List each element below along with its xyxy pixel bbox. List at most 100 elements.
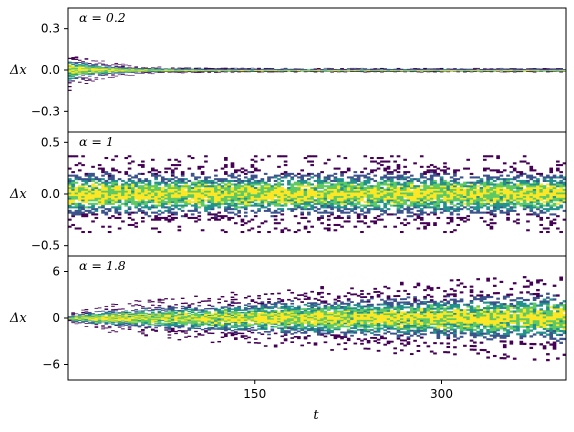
hist-cell [383,68,388,69]
hist-cell [356,216,361,219]
hist-cell [184,215,188,218]
hist-cell [74,73,79,76]
hist-cell [224,183,228,186]
hist-cell [94,67,99,69]
hist-cell [81,68,85,70]
hist-cell [227,185,231,188]
hist-cell [257,68,261,70]
hist-cell [320,192,324,195]
hist-cell [74,71,79,73]
hist-cell [277,181,281,184]
hist-cell [287,179,291,182]
hist-cell [300,188,305,191]
hist-cell [323,199,328,202]
hist-cell [542,68,547,69]
hist-cell [94,66,99,68]
hist-cell [214,216,218,219]
hist-cell [190,204,195,207]
hist-cell [84,197,89,200]
hist-cell [247,188,251,191]
hist-cell [383,225,388,228]
hist-cell [396,199,401,202]
hist-cell [114,211,119,214]
hist-cell [363,69,368,70]
hist-cell [323,162,328,165]
hist-cell [91,64,95,65]
hist-cell [187,199,192,202]
hist-cell [81,72,85,73]
hist-cell [230,190,235,193]
hist-cell [370,157,374,160]
hist-cell [273,215,278,218]
hist-cell [326,69,331,70]
hist-cell [370,197,374,200]
hist-cell [360,174,364,177]
hist-cell [317,185,321,188]
hist-cell [317,186,321,190]
hist-cell [184,186,188,190]
hist-cell [323,188,328,191]
hist-cell [141,192,145,195]
hist-cell [121,185,125,188]
hist-cell [101,71,105,73]
hist-cell [84,71,89,73]
hist-cell [71,69,75,71]
hist-cell [273,183,278,186]
hist-cell [177,71,182,73]
hist-cell [333,186,338,190]
hist-cell [380,194,384,197]
hist-cell [97,72,102,74]
hist-cell [400,211,404,214]
hist-cell [170,186,175,190]
hist-cell [297,197,301,200]
hist-cell [297,179,301,182]
hist-cell [97,62,102,64]
hist-cell [363,188,368,191]
hist-cell [506,71,510,73]
hist-cell [87,79,92,81]
hist-cell [380,176,384,179]
hist-cell [164,190,168,193]
hist-cell [210,216,215,219]
hist-cell [157,181,162,184]
hist-cell [74,211,79,214]
hist-cell [91,197,95,200]
hist-cell [94,69,99,71]
hist-cell [210,68,215,70]
hist-cell [380,178,384,181]
hist-cell [263,195,268,198]
hist-cell [336,201,341,204]
hist-cell [124,192,129,195]
hist-cell [144,71,148,73]
hist-cell [326,211,331,214]
hist-cell [353,206,358,209]
hist-cell [234,185,238,188]
hist-cell [310,197,314,200]
hist-cell [81,77,85,79]
hist-cell [127,183,132,186]
hist-cell [243,204,248,207]
hist-cell [323,190,328,193]
hist-cell [157,72,162,73]
hist-cell [81,188,85,191]
hist-cell [84,194,89,197]
hist-cell [237,190,241,193]
hist-cell [370,169,374,172]
hist-cell [97,195,102,198]
hist-cell [170,194,175,197]
hist-cell [154,68,158,70]
hist-cell [154,183,158,186]
hist-cell [71,179,75,182]
hist-cell [376,188,381,191]
hist-cell [333,202,338,205]
hist-cell [230,172,235,175]
hist-cell [243,215,248,218]
hist-cell [267,190,271,193]
hist-cell [343,185,348,188]
hist-cell [320,222,324,225]
hist-cell [380,69,384,70]
hist-cell [343,195,348,198]
hist-cell [94,178,99,181]
hist-cell [320,197,324,200]
hist-cell [303,185,308,188]
